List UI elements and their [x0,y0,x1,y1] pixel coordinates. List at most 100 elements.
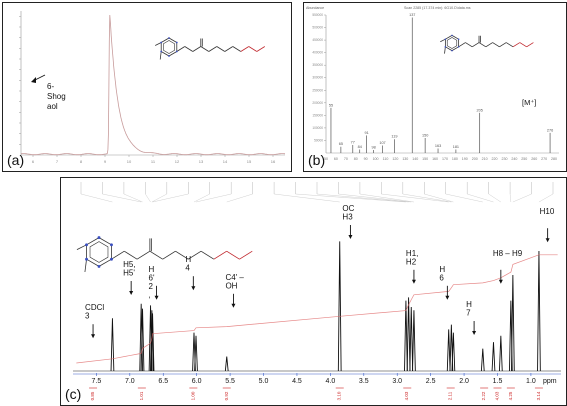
c-integral-value: 2.11 [448,391,453,400]
b-x-tick-label: 50 [324,157,328,161]
c-nmr-peak [491,342,496,372]
c-peak-annotation-line: H [185,255,191,264]
ring-atom-marker [85,257,88,261]
b-x-tick-label: 170 [442,157,448,161]
c-peaklist-connector [193,193,210,203]
c-peaklist-connector [359,193,414,203]
c-peaklist-connector [381,193,449,203]
chain-bond [485,42,493,48]
chain-bond [176,46,186,52]
c-peaklist-connector [445,193,483,203]
chain-bond [458,42,466,48]
ring-atom-marker [160,41,163,44]
b-y-tick-label: 50000 [314,138,323,142]
c-annotation-arrowhead [129,291,134,295]
c-annotation-arrowhead [91,334,96,339]
c-x-tick-label: 7.5 [92,378,102,385]
c-integral-value: 4.03 [494,391,499,400]
c-peak-annotation-line: H [466,300,472,309]
chain-bond [472,42,480,48]
a-x-tick-label: 10 [127,159,132,164]
ring-atom-marker [168,37,170,39]
ring-atom-marker [110,257,113,261]
b-x-tick-label: 220 [492,157,498,161]
c-peak-annotation-line: , [149,290,151,299]
b-peak-label: 65 [339,142,343,146]
c-integral-value: 4.03 [404,391,409,400]
b-y-tick-label: 400000 [312,51,323,55]
hydroxyl-bond [76,244,87,250]
hydroxyl-bond [440,38,446,43]
c-annotation-arrowhead [348,235,353,239]
c-x-label: ppm [543,378,557,385]
c-peak-annotation: H10 [540,207,555,216]
chain-bond [506,42,514,48]
benzene-inner-ring [163,40,175,54]
c-integral-value: 1.01 [139,391,144,400]
chain-bond [208,46,218,52]
c-peak-annotation: H1,H2 [406,249,418,266]
a-x-tick-label: 13 [199,159,204,164]
c-nmr-peak [409,306,414,372]
b-x-tick-label: 70 [344,157,348,161]
c-peaklist-connector [512,193,532,203]
c-peak-annotation-line: H5, [123,260,135,269]
a-x-tick-label: 14 [223,159,228,164]
c-annotation-arrowhead [411,279,416,284]
c-nmr-peak [150,313,155,372]
chain-bond [499,42,507,48]
chain-bond [184,46,194,52]
ring-atom-marker [444,38,447,40]
chain-bond [200,250,215,260]
c-peak-annotation-line: C4' – [225,273,244,282]
c-peak-annotation: H7 [466,300,472,318]
b-x-tick-label: 230 [501,157,507,161]
c-nmr-peak [110,318,115,372]
c-nmr-peak [194,335,198,372]
c-annotation-arrowhead [445,295,450,300]
b-y-tick-label: 150000 [312,113,323,117]
c-x-tick-label: 6.0 [192,378,202,385]
b-x-tick-label: 260 [531,157,537,161]
panel-a: 6 7 8 9 10 11 12 13 14 15 16 6- Shog aol (a) [2,2,292,172]
b-x-tick-label: 190 [462,157,468,161]
chain-bond [136,250,151,260]
chain-bond [192,46,202,52]
c-nmr-peak [511,274,515,372]
b-x-tick-label: 270 [541,157,547,161]
chain-bond [149,250,163,260]
c-nmr-peak [451,332,456,372]
c-x-tick-label: 7.0 [125,378,135,385]
b-peak-label: 107 [379,141,385,145]
b-x-tick-label: 160 [432,157,438,161]
b-peak-label: 205 [477,108,483,112]
b-y-tick-label: 100000 [312,126,323,130]
b-y-tick-label: 450000 [312,38,323,42]
a-annotation-line: Shog [47,92,66,101]
b-peak-label: 163 [435,144,441,148]
c-integral-value: 1.00 [190,391,195,400]
b-peak-label: 55 [329,103,333,107]
c-x-tick-label: 2.0 [459,378,469,385]
c-x-tick-label: 3.0 [392,378,402,385]
ring-atom-marker [160,50,163,53]
c-annotation-arrowhead [231,303,236,308]
c-peak-annotation-line: OC [342,204,354,213]
ring-atom-marker [444,46,447,48]
c-x-tick-label: 4.5 [292,378,302,385]
c-peak-annotation-line: 7 [466,309,471,318]
b-peak-label: 150 [422,133,428,137]
c-peak-annotation: C4' –OH [225,273,244,291]
c-x-tick-label: 5.0 [259,378,269,385]
c-peaklist-connector [467,193,494,203]
a-x-tick-label: 11 [151,159,156,164]
c-nmr-peak [150,310,154,372]
c-peak-annotation-line: 6 [439,273,444,282]
c-peaklist-connector [295,193,406,203]
chain-bond [519,42,527,48]
chain-bond [175,250,189,260]
b-peak-label: 84 [358,145,362,149]
